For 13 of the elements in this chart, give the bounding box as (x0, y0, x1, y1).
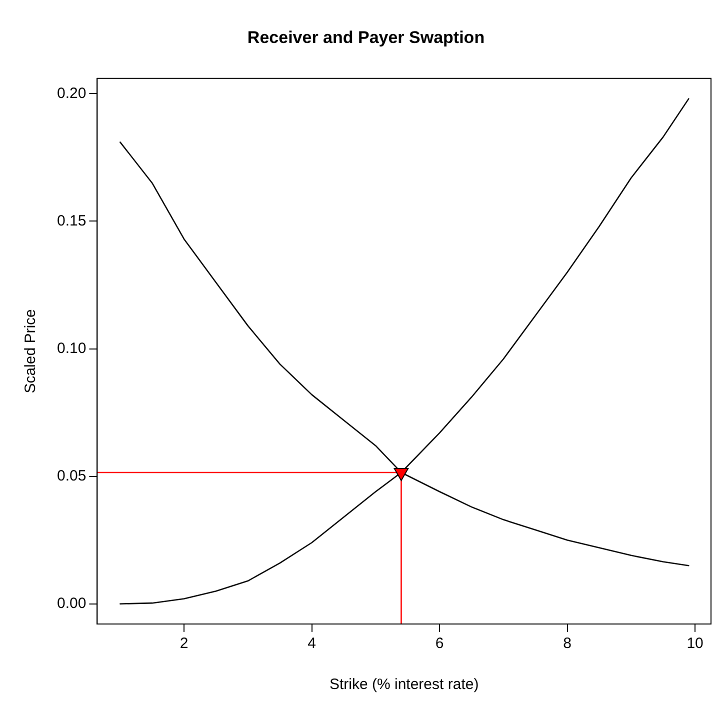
x-tick-label: 8 (563, 635, 572, 652)
y-tick-label: 0.15 (56, 212, 86, 230)
y-tick-label: 0.00 (56, 594, 86, 612)
y-tick-label: 0.10 (56, 340, 86, 357)
chart-title: Receiver and Payer Swaption (247, 28, 485, 47)
y-tick-label: 0.20 (56, 84, 86, 102)
x-tick-label: 4 (308, 635, 316, 652)
y-axis-title: Scaled Price (22, 309, 40, 394)
x-axis-title: Strike (% interest rate) (329, 676, 479, 694)
x-tick-label: 10 (686, 635, 704, 652)
x-tick-label: 6 (435, 635, 444, 652)
x-tick-label: 2 (180, 635, 188, 652)
y-tick-label: 0.05 (56, 467, 86, 484)
